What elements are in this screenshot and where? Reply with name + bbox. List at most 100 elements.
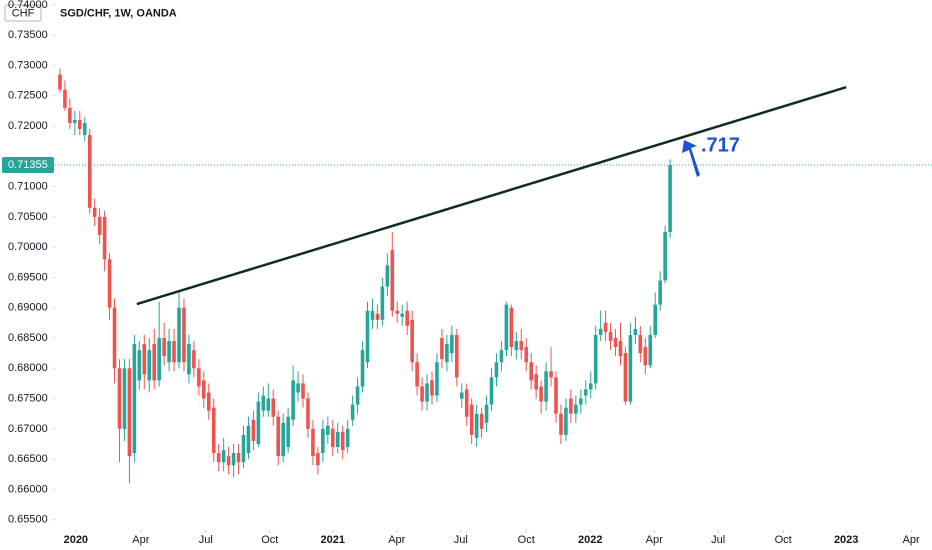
candle-body xyxy=(291,380,295,420)
y-tick-label: 0.67500 xyxy=(8,392,48,404)
candle-body xyxy=(549,371,553,378)
candle-body xyxy=(643,347,648,366)
candle-body xyxy=(152,344,157,381)
candle-body xyxy=(454,334,459,378)
candle-body xyxy=(261,395,266,411)
x-tick-label: Apr xyxy=(903,534,920,546)
candle-body xyxy=(479,413,484,429)
candle-body xyxy=(544,371,548,402)
candle-body xyxy=(345,428,350,448)
candle-body xyxy=(445,344,449,363)
candle-body xyxy=(321,428,325,454)
candle-body xyxy=(112,307,117,369)
y-tick-label: 0.67000 xyxy=(8,423,48,435)
candle-body xyxy=(648,334,653,366)
last-price-box xyxy=(2,157,54,174)
candle-body xyxy=(68,107,72,123)
annotation-arrow xyxy=(682,140,700,177)
candle-body xyxy=(559,413,563,435)
candle-body xyxy=(73,119,77,123)
candle-body xyxy=(197,368,201,387)
candle-body xyxy=(633,328,638,335)
x-tick-label: Oct xyxy=(775,534,792,546)
candle-body xyxy=(603,322,608,332)
candle-body xyxy=(167,341,171,363)
candle-body xyxy=(504,304,509,351)
x-tick-label: Apr xyxy=(132,534,149,546)
y-tick-label: 0.73500 xyxy=(8,29,48,41)
candle-body xyxy=(340,431,345,451)
candle-body xyxy=(400,313,405,317)
candle-body xyxy=(256,401,261,444)
x-tick-label: Apr xyxy=(646,534,663,546)
candle-body xyxy=(58,74,62,90)
candle-body xyxy=(608,331,613,342)
candle-body xyxy=(579,398,583,405)
candle-body xyxy=(425,383,429,402)
candle-body xyxy=(63,89,67,108)
candle-body xyxy=(202,380,206,399)
candle-body xyxy=(117,368,122,429)
candle-body xyxy=(370,310,375,320)
candle-body xyxy=(221,450,226,463)
candle-body xyxy=(618,341,623,357)
candle-body xyxy=(286,416,290,448)
candle-body xyxy=(509,307,514,348)
candle-body xyxy=(469,404,474,435)
candle-body xyxy=(529,362,533,381)
candle-body xyxy=(132,344,137,454)
currency-label: CHF xyxy=(12,7,35,19)
candle-body xyxy=(583,389,588,396)
candle-body xyxy=(539,386,543,402)
candle-body xyxy=(668,165,672,232)
y-tick-label: 0.70500 xyxy=(8,211,48,223)
candle-body xyxy=(430,380,434,396)
x-tick-label: Apr xyxy=(388,534,405,546)
candle-body xyxy=(593,334,598,384)
candle-body xyxy=(241,434,246,463)
x-tick-label: 2021 xyxy=(321,534,345,546)
candle-body xyxy=(226,456,231,466)
candle-body xyxy=(301,383,305,399)
y-tick-label: 0.73000 xyxy=(8,59,48,71)
candle-body xyxy=(82,122,87,136)
last-price-label: 0.71355 xyxy=(8,159,48,171)
candle-body xyxy=(266,398,271,411)
y-tick-label: 0.69500 xyxy=(8,271,48,283)
candle-body xyxy=(569,398,573,414)
chart-title: SGD/CHF, 1W, OANDA xyxy=(60,7,177,19)
y-tick-label: 0.68000 xyxy=(8,362,48,374)
candle-body xyxy=(375,313,380,320)
y-tick-label: 0.69000 xyxy=(8,302,48,314)
candle-body xyxy=(211,407,216,454)
candle-body xyxy=(380,286,385,320)
candle-body xyxy=(157,337,161,381)
candle-body xyxy=(435,362,439,396)
candle-body xyxy=(489,377,494,405)
y-tick-label: 0.68500 xyxy=(8,332,48,344)
candle-body xyxy=(87,135,92,208)
candle-body xyxy=(122,368,127,429)
candle-body xyxy=(524,347,529,363)
candle-body xyxy=(127,368,132,457)
x-tick-label: Oct xyxy=(261,534,278,546)
y-tick-label: 0.71000 xyxy=(8,180,48,192)
candle-body xyxy=(554,377,558,414)
currency-box xyxy=(4,4,42,22)
candle-body xyxy=(464,389,469,417)
candle-body xyxy=(499,350,504,363)
y-tick-label: 0.70000 xyxy=(8,241,48,253)
y-tick-label: 0.65500 xyxy=(8,514,48,526)
candle-body xyxy=(588,383,593,390)
candle-body xyxy=(613,337,618,348)
candle-body xyxy=(236,453,241,463)
x-tick-label: Jul xyxy=(199,534,213,546)
candle-body xyxy=(365,310,370,363)
y-tick-label: 0.66000 xyxy=(8,483,48,495)
candle-body xyxy=(281,422,285,457)
candle-body xyxy=(102,216,107,260)
candle-body xyxy=(192,350,196,369)
candle-body xyxy=(206,392,211,411)
